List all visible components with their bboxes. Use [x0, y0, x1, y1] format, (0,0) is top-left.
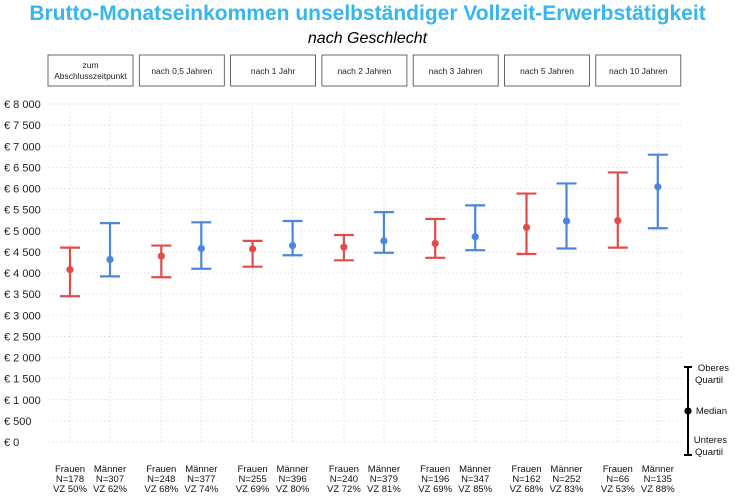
vz-label: VZ 50%: [53, 484, 87, 495]
vz-label: VZ 69%: [418, 484, 452, 495]
group-label: Männer: [185, 464, 217, 475]
n-label: N=248: [147, 474, 175, 485]
median-point: [522, 223, 531, 231]
vz-label: VZ 74%: [184, 484, 218, 495]
group-label: Frauen: [55, 464, 85, 475]
vz-label: VZ 83%: [550, 484, 584, 495]
facet-strip: [321, 54, 408, 87]
facet-strip: [138, 54, 225, 87]
median-point: [289, 241, 297, 250]
n-label: N=135: [644, 474, 672, 485]
vz-label: VZ 80%: [276, 484, 310, 495]
median-point: [66, 266, 74, 274]
n-label: N=196: [421, 474, 449, 485]
y-tick-label: € 0: [4, 437, 19, 449]
group-label: Männer: [550, 464, 582, 475]
n-label: N=347: [461, 474, 489, 485]
y-tick-label: € 3 500: [4, 289, 41, 301]
median-point: [106, 255, 114, 264]
y-tick-label: € 500: [4, 416, 32, 428]
group-label: Frauen: [603, 464, 633, 475]
n-label: N=66: [606, 474, 629, 485]
median-point: [380, 237, 388, 245]
group-label: Männer: [642, 464, 674, 475]
median-point: [197, 244, 205, 253]
chart-subtitle: nach Geschlecht: [307, 30, 428, 47]
median-point: [614, 217, 622, 225]
vz-label: VZ 72%: [327, 484, 361, 495]
n-label: N=379: [370, 474, 398, 485]
y-tick-label: € 1 500: [4, 374, 41, 386]
y-tick-label: € 2 000: [4, 353, 41, 365]
y-tick-label: € 7 000: [4, 141, 41, 153]
facet-label: nach 2 Jahren: [337, 66, 391, 76]
y-tick-label: € 6 500: [4, 162, 41, 174]
legend-lower-label: Unteres: [694, 435, 728, 446]
facet-strip: [47, 54, 134, 87]
facet-label: nach 3 Jahren: [429, 66, 483, 76]
vz-label: VZ 53%: [601, 484, 635, 495]
facet-label: nach 10 Jahren: [609, 66, 668, 76]
group-label: Frauen: [329, 464, 359, 475]
facet-strip: [230, 54, 317, 87]
vz-label: VZ 85%: [458, 484, 492, 495]
group-label: Frauen: [146, 464, 176, 475]
n-label: N=396: [278, 474, 306, 485]
facet-label: Abschlusszeitpunkt: [54, 71, 127, 81]
group-label: Frauen: [511, 464, 541, 475]
y-tick-label: € 3 000: [4, 310, 41, 322]
median-point: [654, 183, 662, 191]
median-point: [431, 239, 439, 248]
y-tick-label: € 1 000: [4, 395, 41, 407]
n-label: N=377: [187, 474, 215, 485]
facet-strip: [412, 54, 499, 87]
legend-upper-label: Oberes: [698, 363, 729, 374]
n-label: N=240: [330, 474, 358, 485]
vz-label: VZ 62%: [93, 484, 127, 495]
vz-label: VZ 81%: [367, 484, 401, 495]
facet-strip: [504, 54, 590, 87]
vz-label: VZ 69%: [236, 484, 270, 495]
y-tick-label: € 2 500: [4, 331, 41, 343]
y-tick-label: € 7 500: [4, 120, 41, 132]
y-tick-label: € 5 500: [4, 205, 41, 217]
n-label: N=307: [96, 474, 124, 485]
group-label: Männer: [459, 464, 491, 475]
legend-median-label: Median: [696, 406, 727, 417]
median-point: [249, 245, 257, 253]
facet-strip: [595, 54, 682, 87]
facet-label: nach 0,5 Jahren: [151, 66, 212, 76]
facet-label: nach 5 Jahren: [520, 66, 574, 76]
n-label: N=162: [512, 474, 540, 485]
facet-label: zum: [82, 60, 98, 70]
group-label: Frauen: [238, 464, 268, 475]
median-point: [340, 243, 348, 251]
vz-label: VZ 68%: [510, 484, 544, 495]
vz-label: VZ 88%: [641, 484, 675, 495]
n-label: N=178: [56, 474, 84, 485]
legend-upper-label: Quartil: [695, 375, 723, 386]
y-tick-label: € 4 000: [4, 268, 41, 280]
y-tick-label: € 6 000: [4, 184, 41, 196]
median-point: [157, 252, 165, 260]
n-label: N=252: [552, 474, 580, 485]
median-point: [562, 217, 571, 225]
group-label: Männer: [276, 464, 308, 475]
legend-lower-label: Quartil: [695, 447, 723, 458]
y-tick-label: € 8 000: [4, 99, 41, 111]
legend-median-point: [684, 407, 692, 415]
chart-title: Brutto-Monatseinkommen unselbständiger V…: [29, 2, 706, 25]
y-tick-label: € 5 000: [4, 226, 41, 238]
vz-label: VZ 68%: [144, 484, 178, 495]
group-label: Männer: [368, 464, 400, 475]
facet-label: nach 1 Jahr: [251, 66, 296, 76]
median-point: [471, 233, 479, 241]
y-tick-label: € 4 500: [4, 247, 41, 259]
group-label: Frauen: [420, 464, 450, 475]
n-label: N=255: [238, 474, 266, 485]
group-label: Männer: [94, 464, 126, 475]
